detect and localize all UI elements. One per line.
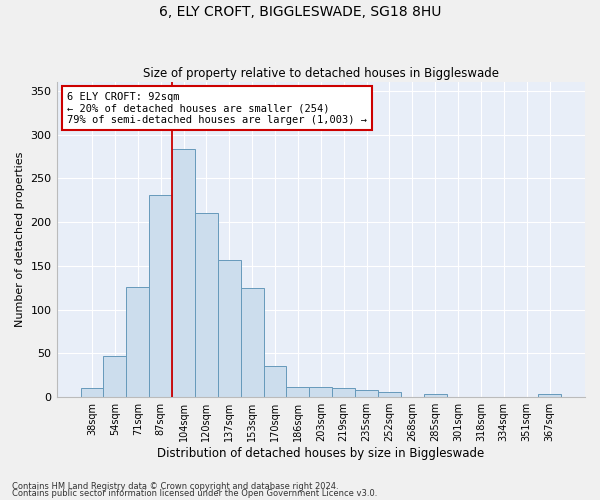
Bar	[127, 287, 149, 397]
Bar	[355, 390, 378, 397]
Y-axis label: Number of detached properties: Number of detached properties	[15, 152, 25, 328]
Bar	[424, 394, 446, 397]
Bar	[378, 392, 401, 397]
Text: 6, ELY CROFT, BIGGLESWADE, SG18 8HU: 6, ELY CROFT, BIGGLESWADE, SG18 8HU	[159, 5, 441, 19]
Bar	[241, 288, 263, 397]
Bar	[332, 388, 355, 397]
Bar	[310, 388, 332, 397]
Text: Contains public sector information licensed under the Open Government Licence v3: Contains public sector information licen…	[12, 489, 377, 498]
Text: 6 ELY CROFT: 92sqm
← 20% of detached houses are smaller (254)
79% of semi-detach: 6 ELY CROFT: 92sqm ← 20% of detached hou…	[67, 92, 367, 124]
Bar	[263, 366, 286, 397]
Bar	[538, 394, 561, 397]
X-axis label: Distribution of detached houses by size in Biggleswade: Distribution of detached houses by size …	[157, 447, 484, 460]
Bar	[218, 260, 241, 397]
Title: Size of property relative to detached houses in Biggleswade: Size of property relative to detached ho…	[143, 66, 499, 80]
Bar	[286, 388, 310, 397]
Bar	[80, 388, 103, 397]
Bar	[103, 356, 127, 397]
Bar	[172, 150, 195, 397]
Bar	[195, 214, 218, 397]
Bar	[149, 195, 172, 397]
Text: Contains HM Land Registry data © Crown copyright and database right 2024.: Contains HM Land Registry data © Crown c…	[12, 482, 338, 491]
